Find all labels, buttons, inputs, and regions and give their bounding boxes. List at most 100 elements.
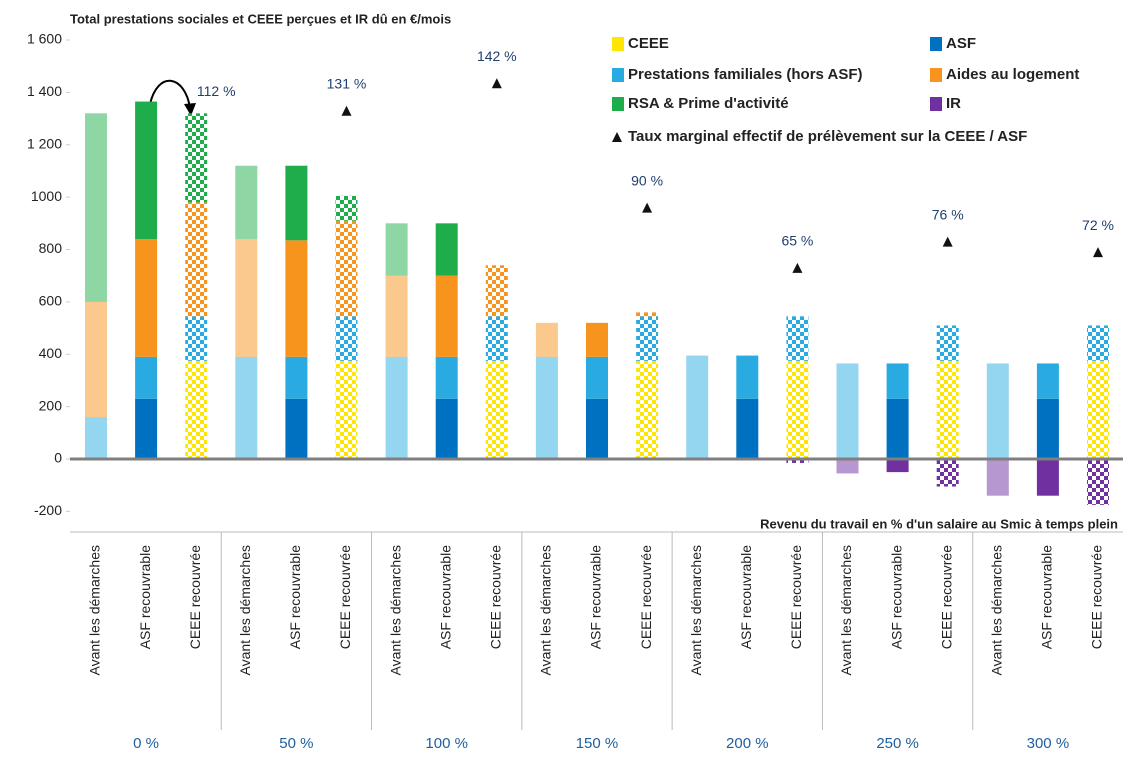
marker <box>792 262 803 273</box>
bar-segment <box>285 165 308 241</box>
bar-segment <box>135 239 158 357</box>
x-tick-label: CEEE recouvrée <box>1089 545 1105 649</box>
bar-segment <box>1036 459 1059 496</box>
bar-segment <box>636 312 659 317</box>
y-tick-label: 400 <box>39 345 63 361</box>
legend-swatch <box>930 37 942 51</box>
bar-segment <box>586 356 608 399</box>
marker <box>642 202 653 213</box>
legend-swatch <box>930 68 942 82</box>
bar-segment <box>786 459 809 463</box>
group-label: 200 % <box>726 735 769 752</box>
bar-segment <box>586 322 608 357</box>
group-label: 100 % <box>425 735 468 752</box>
legend-label: Prestations familiales (hors ASF) <box>628 66 863 83</box>
bar-segment <box>936 325 959 361</box>
bar-segment <box>335 220 358 317</box>
bar-segment <box>185 360 208 460</box>
bar-segment <box>636 360 659 460</box>
bar-segment <box>986 459 1009 496</box>
y-tick-label: 1000 <box>31 188 62 204</box>
x-tick-label: ASF recouvrable <box>888 545 904 649</box>
bar-segment <box>535 356 558 460</box>
bar-segment <box>285 240 308 357</box>
x-tick-label: CEEE recouvrée <box>337 545 353 649</box>
x-tick-label: CEEE recouvrée <box>788 545 804 649</box>
x-tick-label: ASF recouvrable <box>137 545 153 649</box>
legend-label: CEEE <box>628 35 669 52</box>
bar-segment <box>135 398 158 460</box>
data-label: 76 % <box>932 206 964 222</box>
x-tick-label: Avant les démarches <box>838 545 854 675</box>
bar-segment <box>335 360 358 460</box>
x-tick-label: ASF recouvrable <box>738 545 754 649</box>
bar-segment <box>235 356 258 460</box>
legend-label: IR <box>946 95 961 112</box>
bar-segment <box>285 356 308 399</box>
bar-segment <box>435 223 458 276</box>
bar-segment <box>736 398 759 460</box>
y-tick-label: -200 <box>34 502 62 518</box>
bar-segment <box>485 360 508 460</box>
group-label: 250 % <box>876 735 919 752</box>
group-label: 150 % <box>576 735 619 752</box>
x-tick-label: CEEE recouvrée <box>938 545 954 649</box>
bar-segment <box>185 316 208 361</box>
x-tick-label: ASF recouvrable <box>437 545 453 649</box>
bar-segment <box>435 398 458 460</box>
data-label: 72 % <box>1082 217 1114 233</box>
data-label: 142 % <box>477 48 517 64</box>
bar-segment <box>836 363 859 460</box>
bar-segment <box>1036 398 1059 460</box>
y-tick-label: 200 <box>39 397 63 413</box>
bar-segment <box>786 316 809 361</box>
marker <box>491 78 502 89</box>
group-label: 0 % <box>133 735 159 752</box>
y-tick-label: 800 <box>39 240 63 256</box>
y-tick-label: 1 200 <box>27 135 62 151</box>
bar-segment <box>736 355 759 399</box>
bar-segment <box>335 316 358 361</box>
bar-segment <box>686 355 709 460</box>
data-label: 131 % <box>327 75 367 91</box>
y-tick-label: 1 600 <box>27 31 62 47</box>
data-label: 65 % <box>781 233 813 249</box>
bar-segment <box>1087 325 1109 361</box>
bar-segment <box>886 363 909 399</box>
x-axis-label: Revenu du travail en % d'un salaire au S… <box>760 516 1118 531</box>
bar-segment <box>85 113 107 302</box>
bar-segment <box>986 363 1009 460</box>
bar-segment <box>886 398 909 460</box>
legend-swatch <box>930 97 942 111</box>
y-tick-label: 0 <box>54 450 62 466</box>
bar-segment <box>836 459 859 474</box>
data-label: 90 % <box>631 172 663 188</box>
bar-segment <box>85 417 107 460</box>
bar-segment <box>786 360 809 460</box>
marker <box>1093 247 1103 258</box>
bar-segment <box>936 459 959 487</box>
marker <box>341 105 352 116</box>
bar-segment <box>385 223 408 276</box>
legend-label: Taux marginal effectif de prélèvement su… <box>628 128 1027 145</box>
x-tick-label: CEEE recouvrée <box>638 545 654 649</box>
bar-segment <box>435 275 458 357</box>
bar-segment <box>936 360 959 460</box>
arrow-head <box>184 103 196 116</box>
y-tick-label: 600 <box>39 293 63 309</box>
bar-segment <box>385 356 408 460</box>
bar-segment <box>535 322 558 357</box>
x-tick-label: Avant les démarches <box>688 545 704 675</box>
bar-segment <box>586 398 608 460</box>
legend-label: RSA & Prime d'activité <box>628 95 789 112</box>
bar-segment <box>135 356 158 399</box>
bar-segment <box>85 301 107 418</box>
bar-segment <box>1087 459 1109 505</box>
bar-segment <box>886 459 909 473</box>
bar-segment <box>235 239 258 357</box>
legend-swatch <box>612 97 624 111</box>
x-tick-label: CEEE recouvrée <box>488 545 504 649</box>
group-label: 300 % <box>1027 735 1070 752</box>
legend-label: ASF <box>946 35 976 52</box>
x-tick-label: CEEE recouvrée <box>187 545 203 649</box>
